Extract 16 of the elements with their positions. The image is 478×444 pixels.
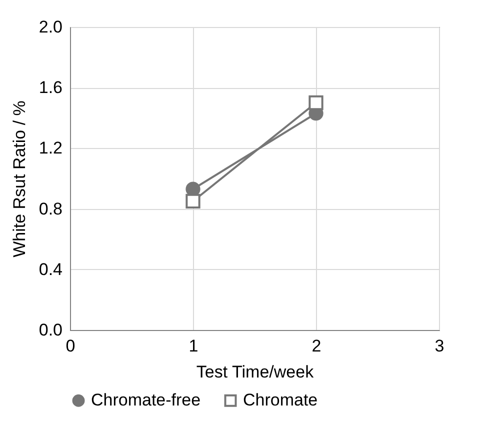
point — [308, 95, 324, 110]
x-tick-label: 0 — [66, 336, 76, 356]
y-tick-label: 1.2 — [38, 138, 62, 158]
y-tick-label: 0.4 — [38, 260, 62, 279]
y-tick-label: 2.0 — [38, 18, 62, 36]
y-tick-label: 1.6 — [38, 78, 62, 98]
x-tick-label: 3 — [434, 336, 444, 356]
point — [186, 194, 200, 209]
y-tick-label: 0.0 — [38, 320, 62, 340]
y-tick-label: 0.8 — [38, 199, 62, 218]
legend-label: Chromate — [243, 390, 318, 410]
legend-label: Chromate-free — [91, 390, 201, 410]
x-axis-title: Test Time/week — [196, 362, 314, 382]
x-tick-label: 2 — [312, 336, 322, 356]
y-axis-title: White Rsut Ratio / % — [10, 100, 29, 258]
x-tick-label: 1 — [188, 336, 198, 356]
